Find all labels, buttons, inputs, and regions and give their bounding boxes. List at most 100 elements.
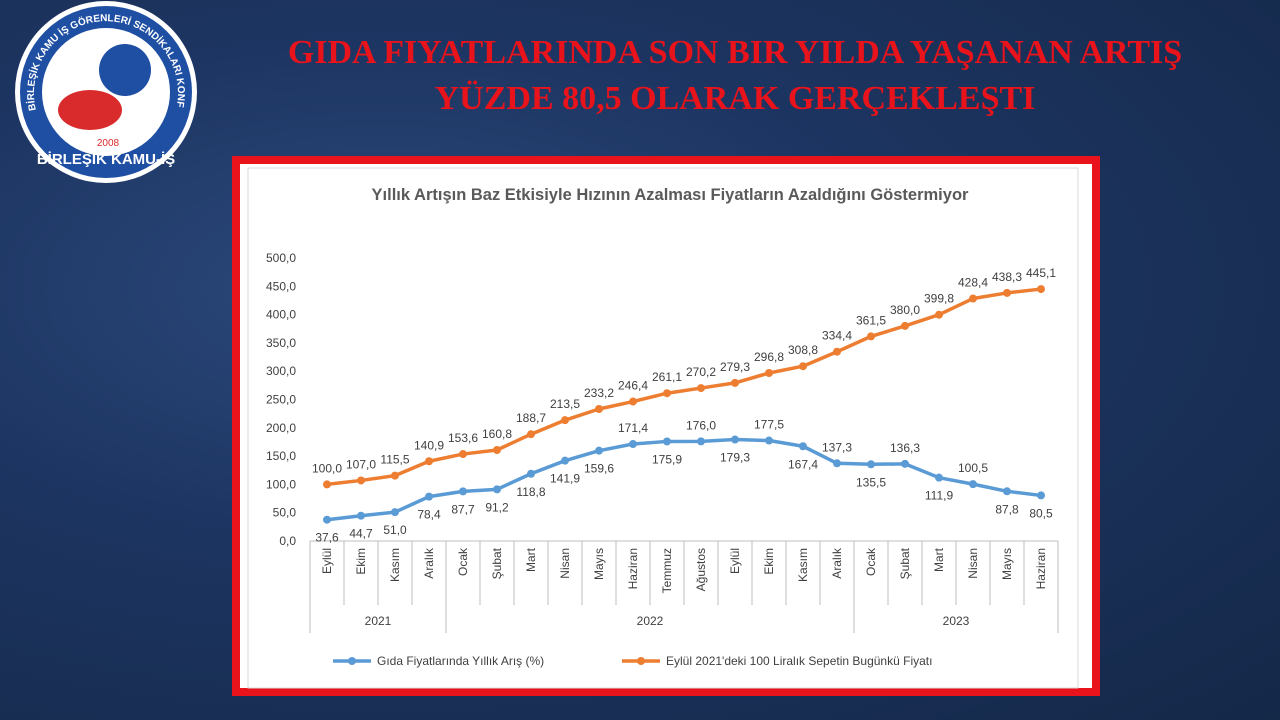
data-label: 160,8 (482, 427, 512, 441)
y-tick-label: 200,0 (266, 421, 296, 435)
data-point (765, 369, 773, 378)
x-tick-label: Mart (524, 547, 538, 572)
data-label: 118,8 (516, 485, 545, 499)
data-point (493, 445, 501, 454)
data-point (595, 446, 603, 455)
data-label: 399,8 (924, 292, 954, 306)
x-tick-label: Kasım (388, 548, 402, 582)
data-point (799, 442, 807, 451)
data-label: 136,3 (890, 441, 920, 455)
data-label: 270,2 (686, 365, 716, 379)
y-tick-label: 250,0 (266, 393, 296, 407)
logo-year: 2008 (97, 138, 120, 149)
data-label: 44,7 (349, 527, 373, 541)
data-label: 91,2 (485, 500, 509, 514)
data-label: 141,9 (550, 472, 580, 486)
group-label: 2022 (637, 614, 664, 628)
chart-border (247, 167, 1079, 689)
x-tick-label: Mayıs (1000, 548, 1014, 580)
legend-label: Eylül 2021'deki 100 Liralık Sepetin Bugü… (666, 654, 932, 668)
x-tick-label: Mart (932, 547, 946, 572)
data-label: 188,7 (516, 411, 546, 425)
y-tick-label: 400,0 (266, 308, 296, 322)
data-point (425, 492, 433, 501)
data-label: 246,4 (618, 379, 648, 393)
x-tick-label: Eylül (728, 548, 742, 574)
data-point (697, 437, 705, 446)
data-point (697, 384, 705, 393)
data-label: 380,0 (890, 303, 920, 317)
x-tick-label: Ekim (354, 548, 368, 575)
y-tick-label: 100,0 (266, 477, 296, 491)
data-label: 111,9 (925, 489, 954, 503)
data-point (1003, 487, 1011, 496)
x-tick-label: Haziran (626, 548, 640, 589)
data-point (663, 437, 671, 446)
data-label: 100,0 (312, 461, 342, 475)
group-label: 2021 (365, 614, 392, 628)
data-point (867, 332, 875, 341)
data-point (527, 469, 535, 478)
data-label: 177,5 (754, 418, 784, 432)
x-tick-label: Şubat (490, 547, 504, 579)
data-point (969, 480, 977, 489)
data-point (765, 436, 773, 445)
y-tick-label: 50,0 (273, 506, 297, 520)
data-label: 213,5 (550, 397, 580, 411)
data-point (867, 460, 875, 469)
logo-inner (42, 28, 170, 156)
data-point (663, 389, 671, 398)
data-point (323, 515, 331, 524)
data-point (969, 294, 977, 303)
data-label: 115,5 (380, 453, 409, 467)
data-point (935, 473, 943, 482)
data-point (357, 476, 365, 485)
x-tick-label: Ekim (762, 548, 776, 575)
data-label: 87,8 (995, 502, 1019, 516)
data-point (323, 480, 331, 489)
data-label: 334,4 (822, 329, 852, 343)
x-tick-label: Aralık (830, 547, 844, 579)
x-tick-label: Eylül (320, 548, 334, 574)
data-label: 87,7 (451, 502, 475, 516)
data-label: 107,0 (346, 457, 376, 471)
data-label: 135,5 (856, 475, 886, 489)
series-line (326, 287, 1042, 487)
x-tick-label: Ağustos (694, 548, 708, 591)
data-point (391, 508, 399, 517)
y-tick-label: 450,0 (266, 279, 296, 293)
data-label: 361,5 (856, 313, 886, 327)
y-tick-label: 0,0 (279, 534, 296, 548)
data-point (595, 405, 603, 414)
logo: BİRLEŞİK KAMU İŞ GÖRENLERİ SENDİKALARI K… (0, 0, 197, 183)
series-line (326, 437, 1042, 522)
data-point (459, 487, 467, 496)
legend-swatch (348, 657, 356, 665)
data-point (1003, 288, 1011, 297)
x-tick-label: Nisan (966, 548, 980, 579)
data-point (629, 439, 637, 448)
data-label: 78,4 (417, 508, 441, 522)
data-point (391, 471, 399, 480)
data-point (901, 321, 909, 330)
data-point (731, 435, 739, 444)
data-point (493, 485, 501, 494)
data-label: 296,8 (754, 350, 784, 364)
data-point (357, 511, 365, 520)
logo-name: BİRLEŞİK KAMU-İŞ (37, 151, 175, 168)
data-point (1037, 491, 1045, 500)
data-label: 140,9 (414, 438, 444, 452)
x-tick-label: Haziran (1034, 548, 1048, 589)
x-tick-label: Ocak (456, 547, 470, 576)
x-tick-label: Nisan (558, 548, 572, 579)
data-point (425, 457, 433, 466)
data-label: 176,0 (686, 418, 716, 432)
data-label: 438,3 (992, 270, 1022, 284)
header-title: YÜZDE 80,5 OLARAK GERÇEKLEŞTI (434, 80, 1036, 117)
header-title: GIDA FIYATLARINDA SON BIR YILDA YAŞANAN … (287, 34, 1183, 71)
data-label: 167,4 (788, 457, 818, 471)
plot: 0,0 50,0 100,0 150,0 200,0 250,0 300,0 350,0 400… (266, 251, 1059, 668)
data-point (561, 416, 569, 425)
data-label: 179,3 (720, 451, 750, 465)
